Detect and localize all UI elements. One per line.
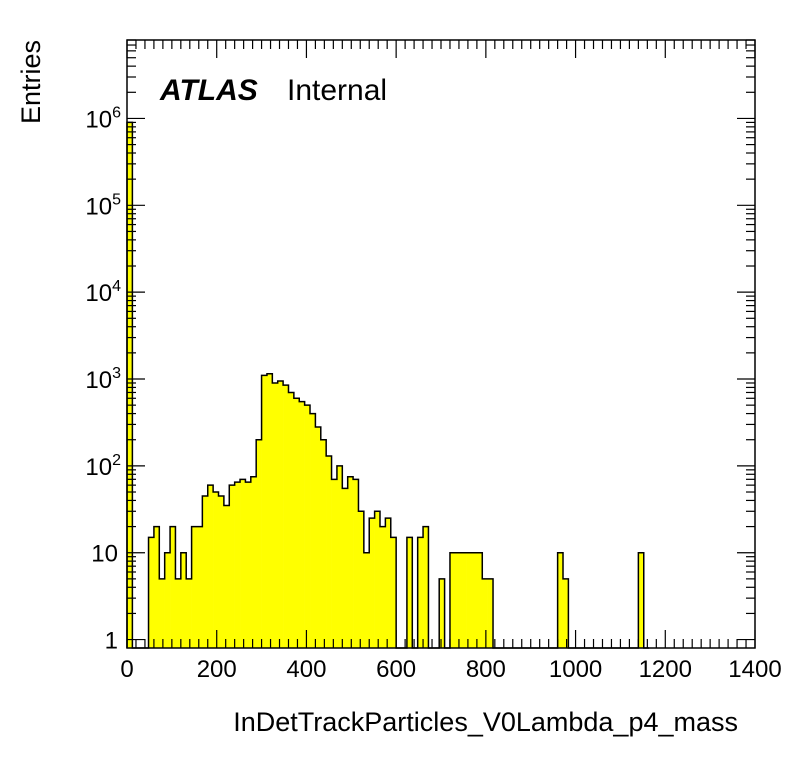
histogram-bar [460,552,467,648]
histogram-bar [277,380,284,648]
histogram-bar [482,578,488,648]
histogram-bar [148,537,155,648]
histogram-bar [563,578,569,648]
x-axis-title: InDetTrackParticles_V0Lambda_p4_mass [233,707,738,737]
histogram-bar [245,482,252,648]
x-tick-label: 0 [120,656,133,683]
histogram-bar [191,526,198,648]
histogram-bar [487,578,494,648]
histogram-bar [223,505,230,648]
atlas-label: ATLAS [159,74,258,107]
histogram-bar [310,413,316,648]
histogram-bar [250,476,257,648]
histogram-bar [385,518,392,648]
histogram-bar [466,552,472,648]
x-tick-label: 400 [286,656,326,683]
y-tick-label: 10 [91,541,118,568]
y-tick-label: 1 [105,628,118,655]
histogram-bar [353,479,359,648]
histogram-bar [299,401,305,648]
histogram-bar [347,476,354,648]
histogram-bar [374,511,381,648]
histogram-bar [358,511,365,648]
histogram-bar [638,552,645,648]
y-tick-label: 106 [85,104,121,133]
histogram-bar [390,537,397,648]
histogram-bar [342,488,348,648]
histogram-bar [417,537,424,648]
histogram-bar [406,537,413,648]
histogram-bar [127,122,133,648]
histogram-bar [256,439,262,648]
histogram-bar [304,405,311,648]
internal-label: Internal [287,74,387,107]
histogram-bar [159,578,165,648]
y-axis-title: Entries [16,40,46,124]
histogram-bar [331,479,338,648]
histogram-bar [379,526,386,648]
histogram-bar [272,382,279,648]
histogram-bar [240,479,246,648]
histogram-bar [326,455,332,648]
histogram-bar [153,526,160,648]
y-tick-label: 105 [85,191,121,220]
histogram-bar [363,552,370,648]
x-tick-label: 1400 [728,656,781,683]
histogram-bars [127,122,645,648]
y-axis-ticks: 1 10 102 103 104 105 106 [85,39,755,655]
histogram-bar [175,578,182,648]
histogram-bar [369,518,375,648]
histogram-bar [455,552,462,648]
x-axis-ticks: 0 200 400 600 800 1000 1200 1400 [120,40,782,683]
histogram-bar [471,552,478,648]
histogram-bar [229,485,235,648]
histogram-bar [288,392,295,648]
histogram-bar [283,385,289,648]
histogram-bar [234,482,241,648]
histogram-bar [320,439,327,648]
histogram-bar [476,552,483,648]
histogram-bar [266,373,273,648]
histogram-bar [180,552,187,648]
histogram-bar [261,375,268,648]
x-tick-label: 600 [376,656,416,683]
histogram-bar [449,552,456,648]
x-tick-label: 800 [466,656,506,683]
x-tick-label: 200 [197,656,237,683]
histogram-bar [336,465,343,648]
histogram-bar [164,552,171,648]
histogram-bar [218,495,225,648]
histogram-bar [207,485,214,648]
x-tick-label: 1000 [549,656,602,683]
histogram-bar [202,495,209,648]
histogram-bar [213,492,219,648]
y-tick-label: 103 [85,365,121,394]
histogram-bar [439,578,445,648]
histogram-bar [423,526,429,648]
histogram-bar [196,526,203,648]
histogram-bar [186,578,192,648]
histogram-bar [315,427,322,648]
histogram-bar [170,526,176,648]
histogram-bar [293,398,300,648]
y-tick-label: 102 [85,452,121,481]
y-tick-label: 104 [85,278,121,307]
x-tick-label: 1200 [639,656,692,683]
histogram-bar [557,552,564,648]
